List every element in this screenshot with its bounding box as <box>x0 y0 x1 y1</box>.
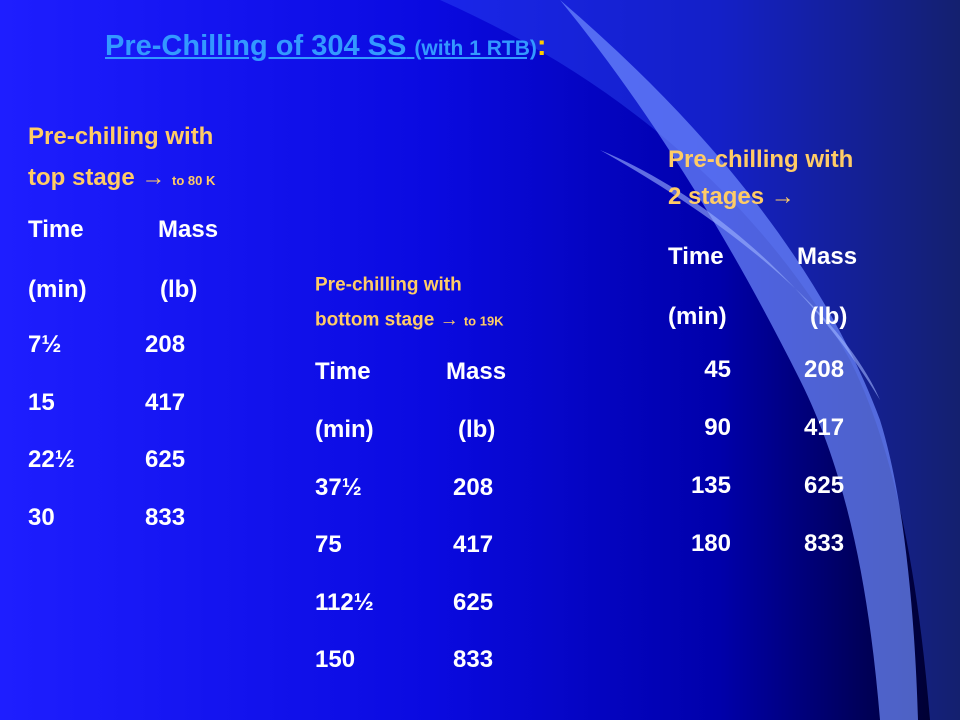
table-cell: 45 <box>704 356 731 383</box>
table-cell: 15 <box>28 388 55 416</box>
table-cell: 625 <box>804 472 845 499</box>
heading-note: to 80 K <box>172 173 216 188</box>
heading-text: top stage <box>28 164 135 191</box>
column-header: Time <box>668 243 724 270</box>
table-cell: 208 <box>804 356 845 383</box>
table-cell: 22½ <box>28 446 75 474</box>
heading-note: to 19K <box>463 313 504 329</box>
heading-text: Pre-chilling with <box>668 146 854 173</box>
table-cell: 7½ <box>28 331 62 358</box>
heading-text: Pre-chilling with <box>28 123 214 150</box>
section-heading: Pre-chilling with <box>315 276 462 295</box>
table-cell: 625 <box>453 588 494 616</box>
table-cell: 833 <box>453 645 494 673</box>
table-cell: 417 <box>804 414 845 441</box>
table-cell: 417 <box>145 388 186 416</box>
column-header: Mass <box>797 243 858 270</box>
table-cell: 208 <box>453 474 494 501</box>
table-cell: 112½ <box>315 588 374 616</box>
heading-text: bottom stage <box>315 309 435 331</box>
section-heading: Pre-chilling with <box>668 148 853 172</box>
column-header: Mass <box>158 216 219 243</box>
table-cell: 150 <box>315 645 356 673</box>
column-header: Mass <box>446 358 507 385</box>
section-heading: top stage → to 80 K <box>28 166 215 190</box>
table-cell: 417 <box>453 531 494 559</box>
title: Pre-Chilling of 304 SS (with 1 RTB): <box>105 30 547 63</box>
table-cell: 37½ <box>315 474 362 501</box>
title-sub: (with 1 RTB) <box>414 37 537 60</box>
column-unit: (lb) <box>458 416 496 443</box>
column-unit: (lb) <box>810 303 848 330</box>
section-heading: bottom stage → to 19K <box>315 311 504 330</box>
table-cell: 833 <box>145 504 186 532</box>
column-unit: (min) <box>668 303 727 330</box>
column-header: Time <box>28 216 84 243</box>
table-cell: 208 <box>145 331 186 358</box>
table-cell: 90 <box>704 414 731 441</box>
arrow: → <box>770 183 795 210</box>
column-header: Time <box>315 358 371 385</box>
table-cell: 30 <box>28 504 55 532</box>
column-unit: (lb) <box>160 276 198 303</box>
heading-text: 2 stages <box>668 183 765 210</box>
arrow: → <box>439 309 459 331</box>
column-unit: (min) <box>28 276 87 303</box>
table-cell: 180 <box>690 530 731 557</box>
table-cell: 833 <box>804 530 845 557</box>
arrow: → <box>141 164 166 191</box>
section-heading: Pre-chilling with <box>28 125 213 149</box>
table-cell: 75 <box>315 531 342 559</box>
table-cell: 135 <box>690 472 731 499</box>
title-main: Pre-Chilling of 304 SS <box>105 30 407 62</box>
heading-text: Pre-chilling with <box>315 274 462 296</box>
column-unit: (min) <box>315 416 374 443</box>
section-heading: 2 stages → <box>668 185 795 209</box>
title-colon: : <box>536 30 547 62</box>
table-cell: 625 <box>145 446 186 474</box>
